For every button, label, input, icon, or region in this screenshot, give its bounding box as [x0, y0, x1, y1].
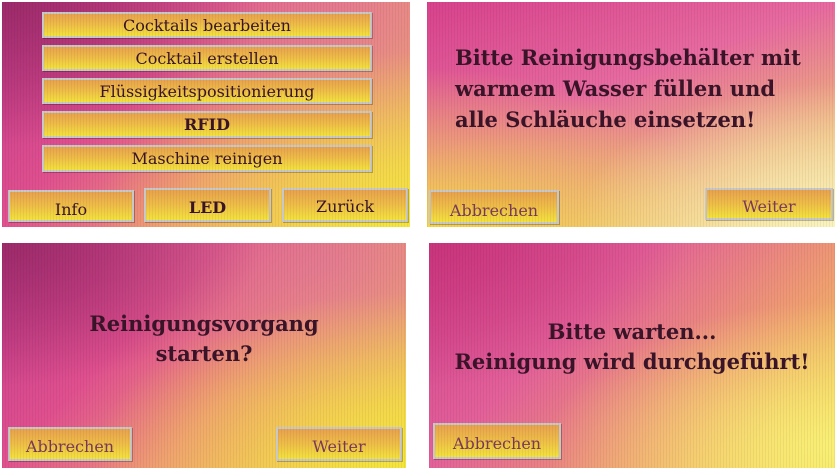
menu-button-edit-cocktails[interactable]: Cocktails bearbeiten	[42, 12, 372, 38]
menu-button-create-cocktail[interactable]: Cocktail erstellen	[42, 45, 372, 71]
screen-prepare-cleaning: Bitte Reinigungsbehälter mit warmem Wass…	[427, 2, 835, 227]
screen-confirm-cleaning: Reinigungsvorgang starten? Abbrechen Wei…	[2, 243, 406, 468]
cancel-button-label: Abbrechen	[452, 434, 542, 453]
screen-cleaning-in-progress: Bitte warten... Reinigung wird durchgefü…	[429, 243, 835, 468]
menu-button-label: Cocktail erstellen	[135, 49, 279, 68]
confirm-message: Reinigungsvorgang starten?	[2, 309, 406, 369]
next-button-label: Weiter	[312, 437, 366, 456]
menu-button-label: Cocktails bearbeiten	[123, 16, 291, 35]
menu-button-clean-machine[interactable]: Maschine reinigen	[42, 145, 372, 172]
cancel-button[interactable]: Abbrechen	[429, 190, 559, 224]
led-button-label: LED	[188, 198, 227, 217]
message-line: starten?	[155, 341, 253, 366]
next-button-label: Weiter	[742, 197, 796, 216]
wait-message: Bitte warten... Reinigung wird durchgefü…	[429, 317, 835, 377]
cancel-button-label: Abbrechen	[25, 437, 115, 456]
menu-button-label: Maschine reinigen	[131, 149, 283, 168]
info-button[interactable]: Info	[8, 190, 134, 222]
led-button[interactable]: LED	[144, 188, 271, 222]
next-button[interactable]: Weiter	[276, 427, 402, 461]
message-line: Reinigung wird durchgeführt!	[454, 349, 810, 374]
message-line: Bitte warten...	[547, 319, 717, 344]
back-button-label: Zurück	[315, 197, 375, 216]
screen-main-menu: Cocktails bearbeiten Cocktail erstellen …	[2, 2, 410, 227]
message-line: Reinigungsvorgang	[89, 311, 319, 336]
cancel-button[interactable]: Abbrechen	[433, 423, 561, 459]
back-button[interactable]: Zurück	[282, 188, 408, 222]
prepare-message: Bitte Reinigungsbehälter mit warmem Wass…	[455, 42, 801, 135]
info-button-label: Info	[54, 200, 88, 219]
cancel-button-label: Abbrechen	[449, 201, 539, 220]
message-line: Bitte Reinigungsbehälter mit	[455, 45, 801, 70]
menu-button-label: Flüssigkeitspositionierung	[99, 82, 315, 101]
message-line: warmem Wasser füllen und	[455, 76, 776, 101]
menu-button-rfid[interactable]: RFID	[42, 111, 372, 138]
menu-button-liquid-positioning[interactable]: Flüssigkeitspositionierung	[42, 78, 372, 104]
cancel-button[interactable]: Abbrechen	[8, 427, 132, 461]
menu-button-label: RFID	[183, 115, 230, 134]
next-button[interactable]: Weiter	[705, 188, 833, 220]
message-line: alle Schläuche einsetzen!	[455, 107, 756, 132]
